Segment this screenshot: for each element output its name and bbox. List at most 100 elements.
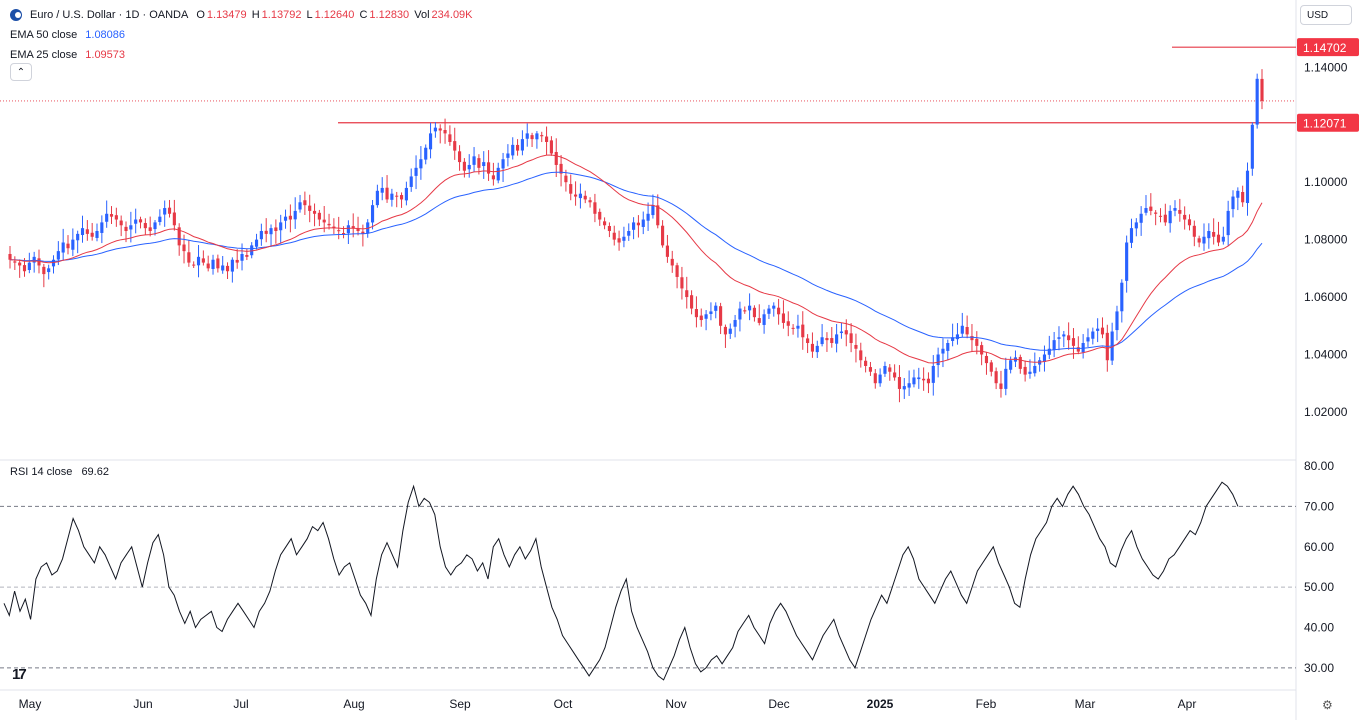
candle-body xyxy=(288,215,292,220)
candle xyxy=(100,215,104,244)
candle xyxy=(177,223,181,256)
candle xyxy=(1042,345,1047,372)
candle xyxy=(1212,218,1216,245)
symbol-row[interactable]: Euro / U.S. Dollar · 1D · OANDA O 1.13479… xyxy=(10,5,475,25)
time-tick-label: Aug xyxy=(343,697,364,711)
time-tick-label: Dec xyxy=(768,697,789,711)
high-level-label: 1.14702 xyxy=(1297,38,1359,57)
ema25-legend-row[interactable]: EMA 25 close 1.09573 xyxy=(10,45,475,65)
ema50-legend-row[interactable]: EMA 50 close 1.08086 xyxy=(10,25,475,45)
rsi-legend[interactable]: RSI 14 close 69.62 xyxy=(10,466,115,478)
candle-body xyxy=(95,231,99,238)
candle xyxy=(254,233,259,250)
candle xyxy=(661,220,665,248)
candle-body xyxy=(332,226,336,229)
candle-body xyxy=(835,334,839,344)
ema25-value: 1.09573 xyxy=(85,49,126,61)
candle xyxy=(912,369,916,388)
candle-body xyxy=(574,194,578,197)
candle-body xyxy=(694,309,698,318)
candle xyxy=(670,250,674,273)
candle-body xyxy=(636,222,640,226)
candle xyxy=(989,360,993,377)
candle-body xyxy=(482,162,486,167)
candle-body xyxy=(1236,190,1240,198)
candle-body xyxy=(656,205,660,226)
candle-body xyxy=(1231,196,1235,210)
euro-flag-icon xyxy=(10,9,22,21)
rsi-label: RSI 14 close xyxy=(10,466,73,478)
candle xyxy=(245,248,249,261)
ohlc-values: O 1.13479 H 1.13792 L 1.12640 C 1.12830 Vol 2… xyxy=(196,5,474,25)
ema50-value: 1.08086 xyxy=(85,29,126,41)
candle-body xyxy=(27,262,31,271)
candle xyxy=(433,122,437,138)
candle xyxy=(893,364,897,381)
candle-body xyxy=(1158,215,1163,217)
candle xyxy=(71,228,75,257)
price-tick-label: 1.14000 xyxy=(1304,60,1348,74)
candle-body xyxy=(1245,170,1250,204)
candle-body xyxy=(1081,343,1085,353)
rsi-line xyxy=(3,481,1239,681)
candle xyxy=(109,206,114,224)
candle-body xyxy=(1139,213,1143,223)
candle xyxy=(806,334,810,354)
candle xyxy=(491,162,495,186)
candle-body xyxy=(71,239,75,250)
candle xyxy=(1241,185,1245,207)
candle-body xyxy=(1168,210,1172,224)
candle xyxy=(878,368,882,387)
candle xyxy=(719,302,723,335)
gear-icon[interactable]: ⚙ xyxy=(1322,698,1333,712)
candle-body xyxy=(999,383,1003,389)
tradingview-logo[interactable]: 17 xyxy=(12,666,27,683)
candle xyxy=(1067,322,1071,350)
candle-body xyxy=(216,258,220,269)
candle-body xyxy=(1202,236,1206,244)
candle xyxy=(187,240,191,267)
candle-body xyxy=(661,225,665,246)
candle-body xyxy=(825,338,829,341)
candle-body xyxy=(1052,340,1056,351)
collapse-legend-button[interactable]: ⌃ xyxy=(10,63,32,81)
candle xyxy=(428,122,433,159)
candle xyxy=(675,262,679,289)
candle-body xyxy=(839,331,844,334)
candle xyxy=(1052,331,1056,358)
candle xyxy=(641,211,645,235)
candle xyxy=(883,361,887,377)
symbol-title[interactable]: Euro / U.S. Dollar · 1D · OANDA xyxy=(30,9,189,21)
candle xyxy=(1100,317,1105,339)
candle-body xyxy=(1062,334,1066,337)
candle xyxy=(515,139,520,156)
candle xyxy=(1125,235,1129,293)
candle xyxy=(395,191,399,208)
candle-body xyxy=(163,208,167,215)
candle-body xyxy=(791,327,795,329)
candle-body xyxy=(951,337,955,341)
candle-body xyxy=(22,265,27,272)
candle-body xyxy=(404,187,408,201)
candle-body xyxy=(1163,214,1167,223)
candle xyxy=(1139,206,1143,236)
candle xyxy=(564,169,568,192)
ema50-label: EMA 50 close xyxy=(10,29,78,41)
candle-body xyxy=(221,265,225,271)
time-tick-label: Oct xyxy=(554,697,573,711)
candle-body xyxy=(201,258,205,263)
candle xyxy=(598,208,602,226)
candle-body xyxy=(375,190,379,206)
candle-body xyxy=(119,220,123,226)
candle xyxy=(225,262,230,280)
candle xyxy=(380,177,384,201)
price-tick-label: 1.08000 xyxy=(1304,233,1348,247)
candle xyxy=(1033,352,1037,377)
candle xyxy=(694,296,698,328)
currency-selector[interactable]: USD xyxy=(1300,5,1352,25)
candle-body xyxy=(680,277,684,289)
candle-body xyxy=(1028,371,1032,374)
candle xyxy=(457,145,462,171)
candle-body xyxy=(1047,348,1051,355)
